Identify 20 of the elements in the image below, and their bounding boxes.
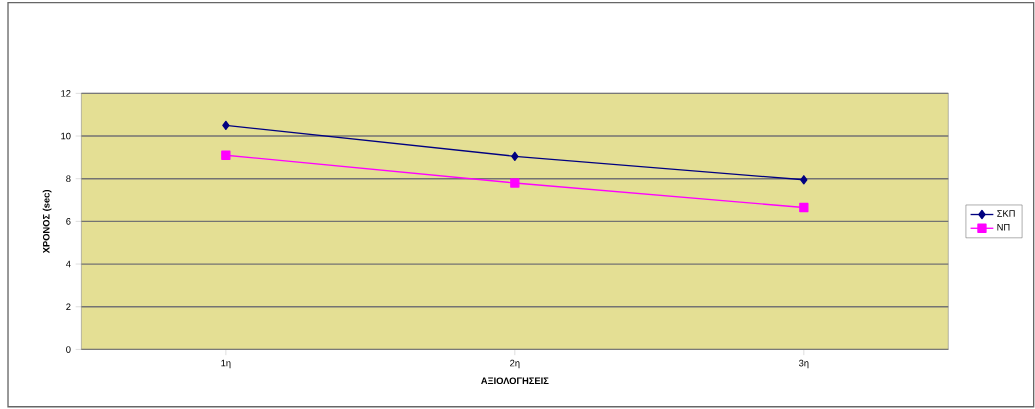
x-tick-label: 1η: [221, 359, 231, 368]
point: [511, 151, 519, 161]
point: [799, 202, 809, 212]
y-axis-title: ΧΡΟΝΟΣ (sec): [42, 189, 52, 253]
point: [800, 174, 808, 185]
y-tick-label: 8: [66, 175, 71, 182]
y-tick-label: 2: [66, 303, 71, 310]
x-axis-title: ΑΞΙΟΛΟΓΗΣΕΙΣ: [481, 377, 549, 384]
point: [510, 178, 520, 188]
x-tick-label: 2η: [510, 359, 520, 369]
point: [221, 150, 231, 160]
point: [222, 120, 230, 130]
x-tick-label: 3η: [798, 359, 809, 369]
y-tick-label: 0: [66, 345, 71, 353]
legend-label: ΝΠ: [997, 223, 1010, 231]
y-tick-label: 12: [61, 89, 71, 97]
legend-label: ΣΚΠ: [997, 210, 1015, 217]
y-tick-label: 4: [65, 260, 71, 268]
y-tick-label: 10: [61, 132, 71, 140]
y-tick-label: 6: [66, 217, 71, 225]
